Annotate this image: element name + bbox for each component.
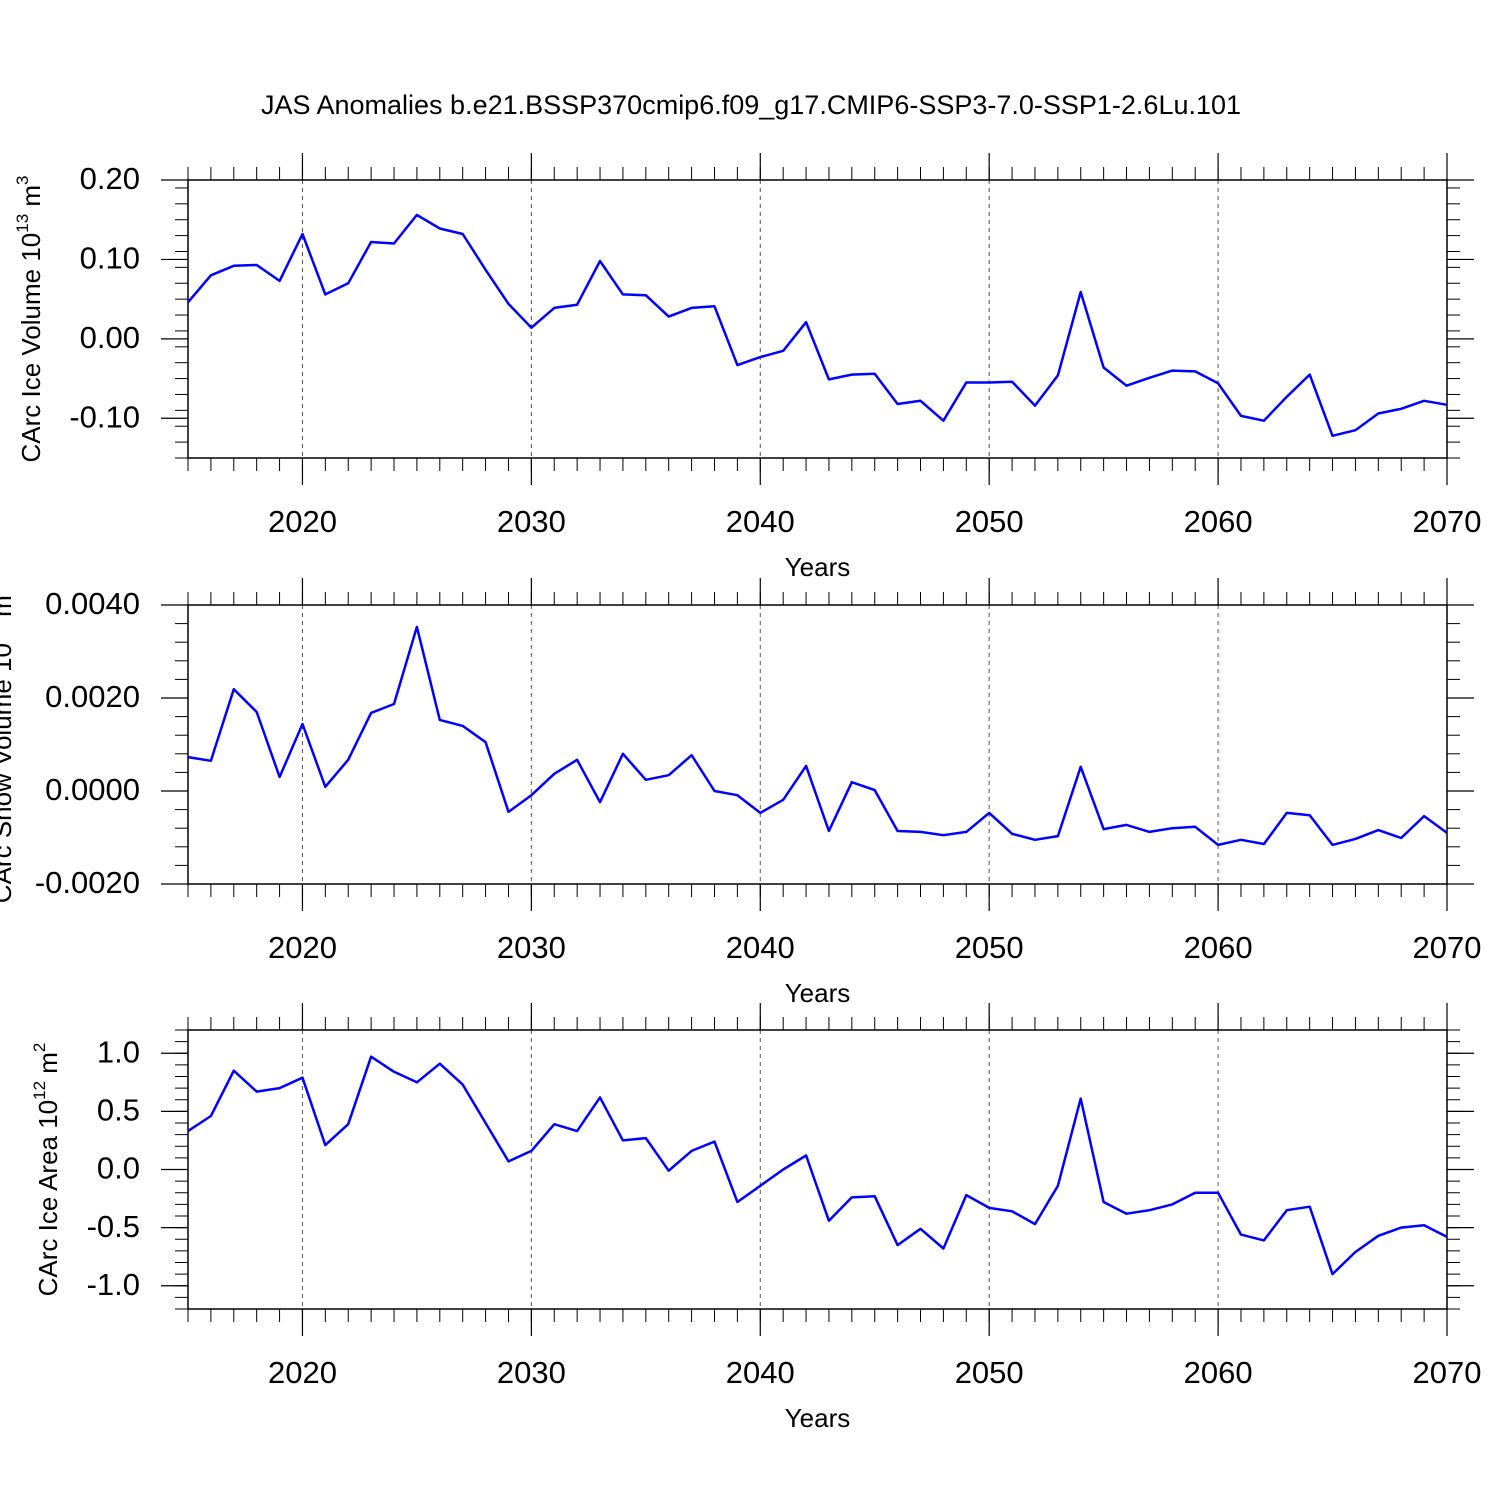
x-tick-label: 2050 [955,1355,1024,1390]
y-axis-title: CArc Snow Volume 1013 m3 [0,586,17,903]
y-tick-label: 0.10 [80,241,140,276]
chart-title: JAS Anomalies b.e21.BSSP370cmip6.f09_g17… [261,90,1241,120]
y-tick-label: 0.20 [80,161,140,196]
x-tick-label: 2020 [268,504,337,539]
x-tick-label: 2060 [1184,930,1253,965]
y-axis-title-sup: 13 [0,624,3,643]
y-axis-title-part: m [0,595,17,624]
x-axis-title: Years [785,1403,851,1433]
y-axis-title-sup: 2 [30,1043,49,1052]
x-tick-label: 2040 [726,1355,795,1390]
x-tick-label: 2030 [497,504,566,539]
plot-frame [187,179,1448,459]
y-tick-label: -0.10 [69,399,140,434]
y-tick-label: 1.0 [97,1034,140,1069]
y-axis-title-sup: 12 [30,1081,49,1100]
y-axis-title-sup: 13 [13,214,32,233]
x-tick-label: 2020 [268,1355,337,1390]
y-tick-label: -0.5 [87,1209,140,1244]
y-axis-title-sup: 3 [13,175,32,184]
x-tick-label: 2020 [268,930,337,965]
x-tick-label: 2030 [497,930,566,965]
y-tick-label: -0.0020 [35,865,140,900]
y-tick-label: 0.5 [97,1093,140,1128]
y-axis-title-part: m [16,185,46,214]
x-tick-label: 2070 [1413,930,1482,965]
x-tick-label: 2030 [497,1355,566,1390]
x-tick-label: 2050 [955,930,1024,965]
y-tick-label: 0.00 [80,320,140,355]
x-tick-label: 2050 [955,504,1024,539]
y-axis-title: CArc Ice Area 1012 m2 [30,1043,63,1297]
y-tick-label: 0.0040 [45,586,140,621]
x-tick-label: 2040 [726,504,795,539]
x-tick-label: 2040 [726,930,795,965]
plot-frame [187,1029,1448,1310]
x-axis-title: Years [785,552,851,582]
x-tick-label: 2060 [1184,504,1253,539]
y-tick-label: 0.0000 [45,772,140,807]
y-axis-title-part: m [33,1052,63,1081]
y-axis-title-part: CArc Ice Area 10 [33,1100,63,1297]
x-axis-title: Years [785,978,851,1008]
y-axis-title: CArc Ice Volume 1013 m3 [13,175,46,462]
data-line [187,1055,1448,1276]
y-tick-label: 0.0020 [45,679,140,714]
data-line [187,625,1448,847]
y-tick-label: 0.0 [97,1151,140,1186]
x-tick-label: 2070 [1413,1355,1482,1390]
x-tick-label: 2070 [1413,504,1482,539]
y-tick-label: -1.0 [87,1267,140,1302]
plot-frame [187,604,1448,885]
y-axis-title-part: CArc Ice Volume 10 [16,233,46,463]
y-axis-title-sup: 3 [0,586,3,595]
x-tick-label: 2060 [1184,1355,1253,1390]
data-line [187,213,1448,438]
y-axis-title-part: CArc Snow Volume 10 [0,643,17,903]
